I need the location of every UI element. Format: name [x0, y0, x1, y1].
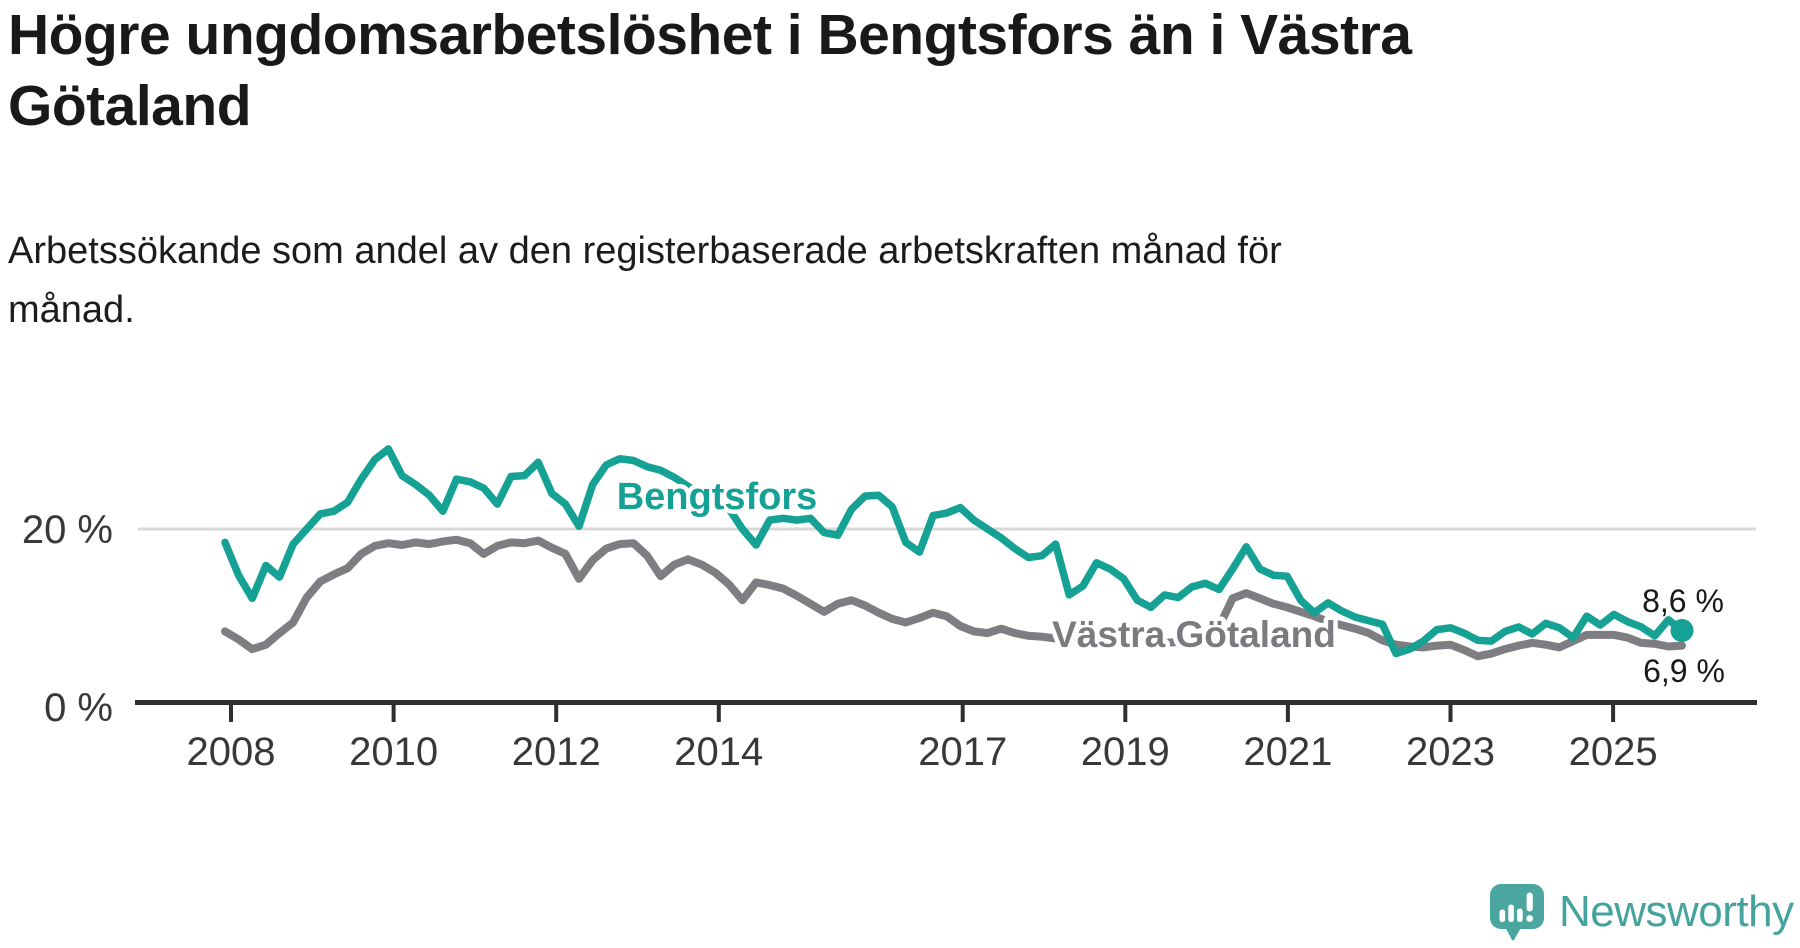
bengtsfors-end-value-label: 8,6 % [1642, 583, 1724, 619]
bengtsfors-endpoint-dot [1670, 618, 1694, 642]
newsworthy-logo-text: Newsworthy [1559, 887, 1794, 936]
x-axis-label-2017: 2017 [918, 730, 1007, 774]
chart-subtitle: Arbetssökande som andel av den registerb… [8, 222, 1608, 340]
chart-subtitle-line2: månad. [8, 288, 135, 331]
x-axis-label-2014: 2014 [674, 730, 763, 774]
x-axis-label-2008: 2008 [187, 730, 276, 774]
chart-title: Högre ungdomsarbetslöshet i Bengtsfors ä… [8, 0, 1728, 141]
bengtsfors-series-label: Bengtsfors [617, 476, 818, 518]
chart-title-line2: Götaland [8, 73, 252, 138]
x-axis-label-2019: 2019 [1081, 730, 1170, 774]
chart-subtitle-line1: Arbetssökande som andel av den registerb… [8, 230, 1282, 272]
chart-title-line1: Högre ungdomsarbetslöshet i Bengtsfors ä… [8, 3, 1412, 67]
newsworthy-logo: Newsworthy [1489, 883, 1794, 941]
x-axis-label-2021: 2021 [1243, 730, 1332, 774]
x-axis-label-2012: 2012 [512, 730, 601, 774]
x-axis-label-2010: 2010 [349, 730, 438, 774]
y-axis-label-0: 0 % [44, 686, 113, 730]
newsworthy-logo-icon [1490, 884, 1544, 941]
y-axis-label-20: 20 % [22, 508, 113, 552]
bengtsfors-line [221, 445, 1686, 658]
vastra-gotaland-end-value-label: 6,9 % [1643, 653, 1725, 689]
x-axis-label-2025: 2025 [1569, 730, 1658, 774]
x-axis-label-2023: 2023 [1406, 730, 1495, 774]
vastra-gotaland-line [221, 535, 1686, 661]
vastra-gotaland-series-label: Västra Götaland [1052, 614, 1336, 655]
